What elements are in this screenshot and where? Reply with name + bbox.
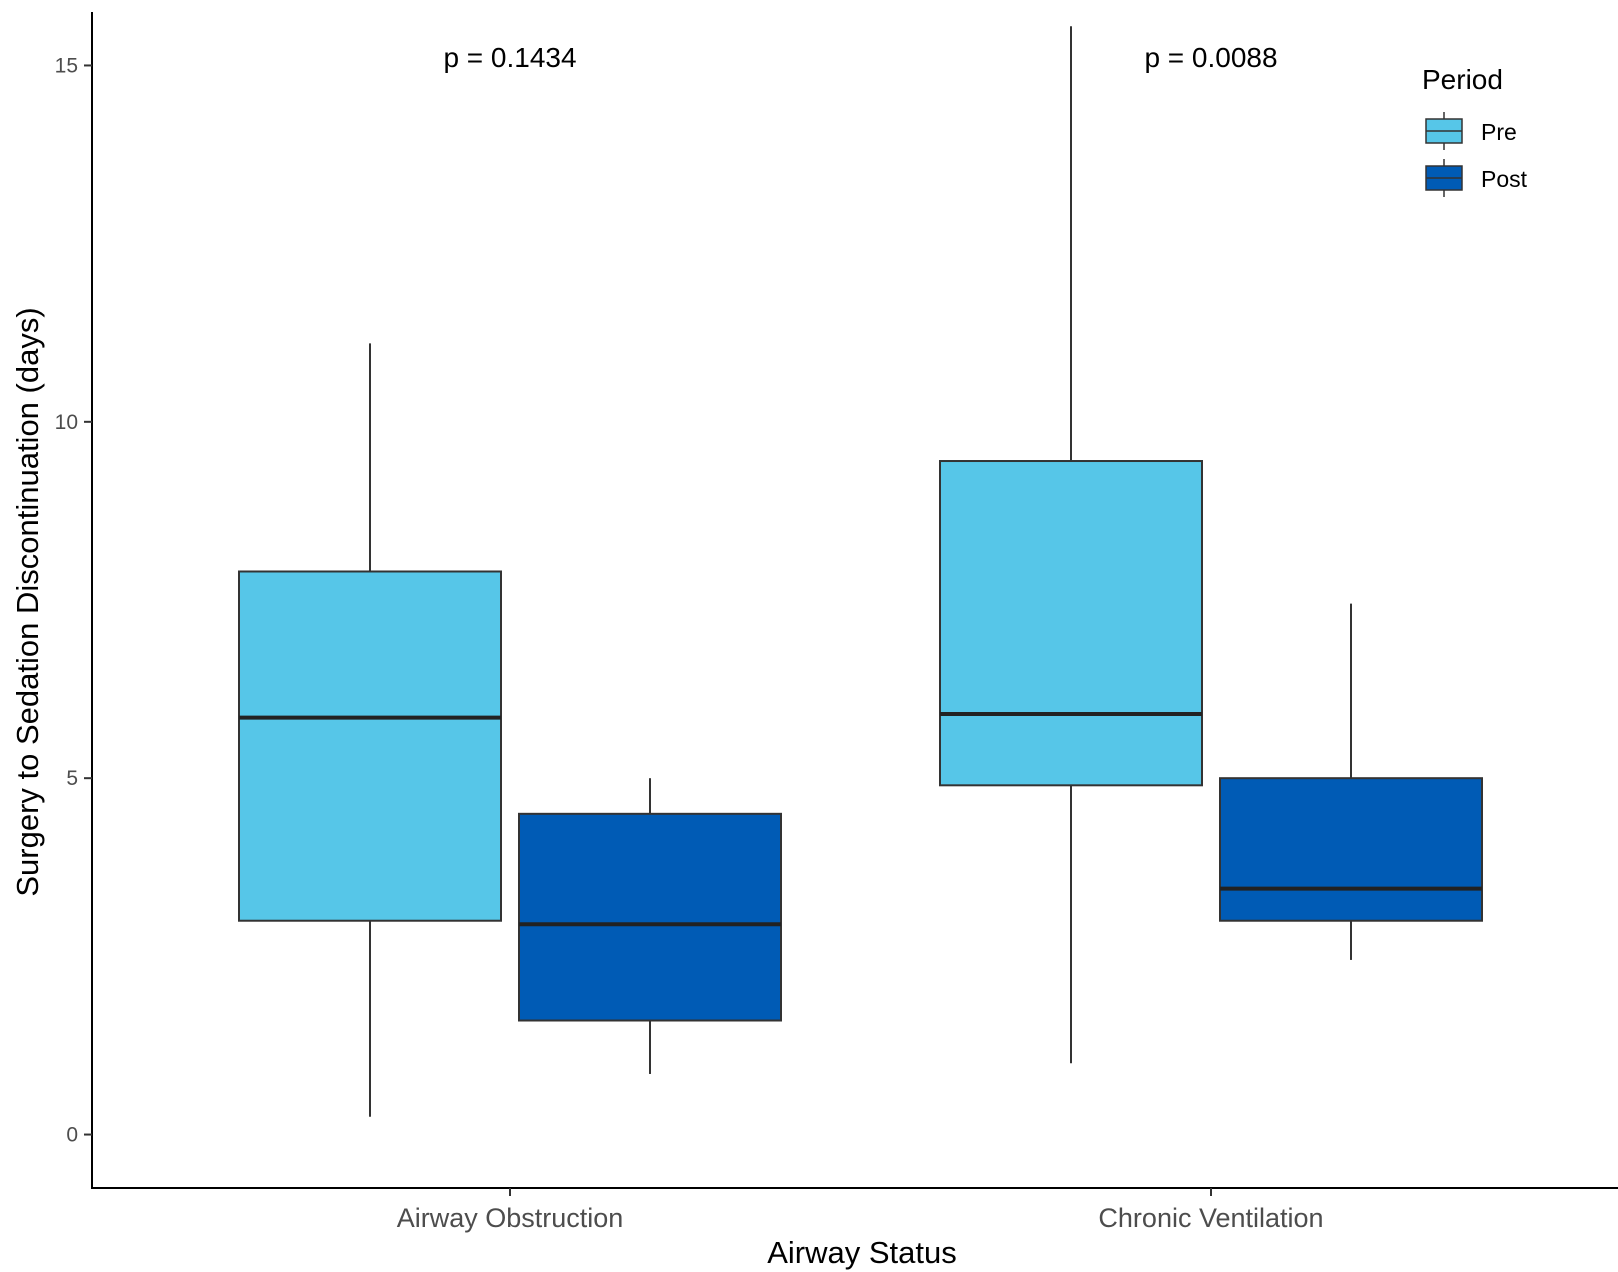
y-tick-label: 0 (66, 1124, 78, 1147)
axes (91, 12, 1618, 1189)
y-tick-label: 10 (55, 411, 78, 434)
box-iqr (238, 570, 502, 922)
x-tick-label: Chronic Ventilation (1098, 1203, 1323, 1233)
box-iqr (518, 812, 782, 1022)
box-iqr (1219, 777, 1483, 922)
y-axis-title: Surgery to Sedation Discontinuation (day… (10, 307, 45, 896)
legend-title: Period (1422, 64, 1503, 95)
legend-label-post: Post (1481, 166, 1528, 192)
x-ticks: Airway Obstruction Chronic Ventilation (397, 1188, 1324, 1233)
y-tick-label: 15 (55, 54, 78, 77)
legend: Period Pre Post (1422, 64, 1528, 197)
annotations: p = 0.1434 p = 0.0088 (443, 42, 1277, 73)
boxes (238, 26, 1483, 1117)
legend-key-pre (1425, 112, 1463, 150)
p-value-annotation: p = 0.1434 (443, 42, 576, 73)
box-iqr (939, 460, 1203, 787)
box-pre-0 (238, 343, 502, 1117)
box-post-0 (518, 778, 782, 1074)
y-ticks: 0 5 10 15 (55, 54, 92, 1147)
legend-key-post (1425, 159, 1463, 197)
x-axis-title: Airway Status (767, 1235, 957, 1270)
y-tick-label: 5 (66, 767, 78, 790)
p-value-annotation: p = 0.0088 (1144, 42, 1277, 73)
box-pre-1 (939, 26, 1203, 1064)
box-post-1 (1219, 603, 1483, 960)
legend-label-pre: Pre (1481, 119, 1517, 145)
x-tick-label: Airway Obstruction (397, 1203, 624, 1233)
